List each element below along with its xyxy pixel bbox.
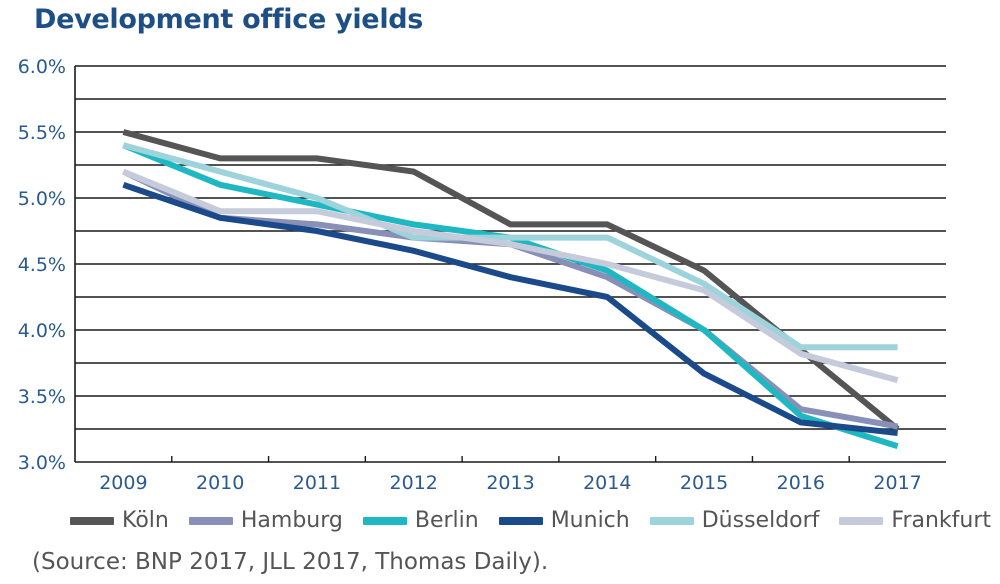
y-tick-label: 3.0% [18,452,66,474]
legend-swatch [839,516,884,525]
x-tick-label: 2009 [99,472,147,494]
series-lines [122,129,900,450]
legend-item: Hamburg [188,508,343,533]
legend-item: Munich [498,508,630,533]
y-tick-label: 4.0% [18,320,66,342]
legend-swatch [649,516,694,525]
y-tick-label: 3.5% [18,386,66,408]
x-tick-label: 2014 [583,472,631,494]
y-tick-label: 5.0% [18,188,66,210]
series-line-frankfurt [122,168,899,384]
legend-label: Frankfurt [891,508,992,533]
x-tick-label: 2017 [873,472,921,494]
source-note: (Source: BNP 2017, JLL 2017, Thomas Dail… [32,549,549,575]
x-tick-label: 2015 [680,472,728,494]
legend-label: Düsseldorf [701,508,820,533]
x-tick-labels: 2009 2010 2011 2012 2013 2014 2015 2016 2017 [99,472,922,494]
y-tick-label: 6.0% [18,56,66,78]
x-tick-label: 2011 [293,472,341,494]
x-tick-label: 2012 [390,472,438,494]
legend-swatch [362,516,407,525]
y-tick-label: 4.5% [18,254,66,276]
axes [74,66,850,462]
chart-title: Development office yields [34,4,424,35]
legend-swatch [498,516,543,525]
series-line-berlin [122,142,899,450]
x-tick-label: 2016 [777,472,825,494]
legend-item: Köln [70,508,169,533]
x-tick-label: 2013 [486,472,534,494]
series-line-munich [122,181,898,436]
gridlines [75,65,946,463]
legend-item: Berlin [362,508,479,533]
legend-label: Berlin [414,508,479,533]
legend-item: Frankfurt [839,508,991,533]
legend-swatch [70,516,114,525]
legend-label: Köln [122,508,169,533]
legend-label: Munich [550,508,630,533]
x-tick-label: 2010 [196,472,244,494]
legend-swatch [188,516,233,525]
y-tick-labels: 3.0% 3.5% 4.0% 4.5% 5.0% 5.5% 6.0% [18,56,66,474]
legend: Köln Hamburg Berlin Munich Düsseldorf Frankfu… [70,508,1000,533]
legend-item: Düsseldorf [649,508,820,533]
legend-label: Hamburg [240,508,343,533]
series-line-düsseldorf [122,142,898,351]
y-tick-label: 5.5% [18,122,66,144]
line-chart: 3.0% 3.5% 4.0% 4.5% 5.0% 5.5% 6.0% 2009 2010 201… [18,56,946,494]
